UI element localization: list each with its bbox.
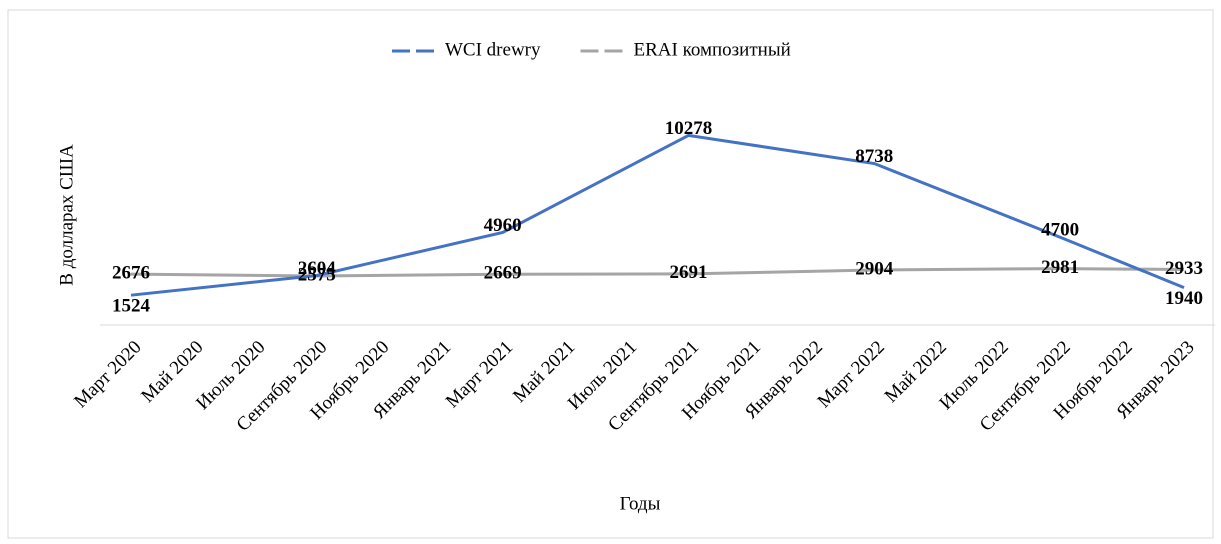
series-line bbox=[130, 133, 1185, 297]
data-label: 10278 bbox=[665, 118, 713, 139]
data-label: 8738 bbox=[855, 146, 893, 167]
legend-label: WCI drewry bbox=[445, 39, 541, 60]
legend-label: ERAI композитный bbox=[634, 39, 791, 60]
x-axis-title: Годы bbox=[620, 493, 661, 514]
data-label: 2575 bbox=[298, 264, 336, 285]
y-axis-title: В долларах США bbox=[56, 144, 77, 286]
data-label: 4960 bbox=[484, 215, 522, 236]
data-label: 2604 bbox=[298, 258, 337, 279]
data-label: 2904 bbox=[855, 258, 894, 279]
data-label: 4700 bbox=[1041, 220, 1079, 241]
data-label: 1940 bbox=[1165, 288, 1203, 309]
data-label: 2669 bbox=[484, 263, 522, 284]
data-label: 2933 bbox=[1165, 258, 1203, 279]
data-label: 2691 bbox=[669, 262, 707, 283]
data-label: 1524 bbox=[112, 296, 151, 317]
data-label: 2981 bbox=[1041, 257, 1079, 278]
data-label: 2676 bbox=[112, 263, 150, 284]
